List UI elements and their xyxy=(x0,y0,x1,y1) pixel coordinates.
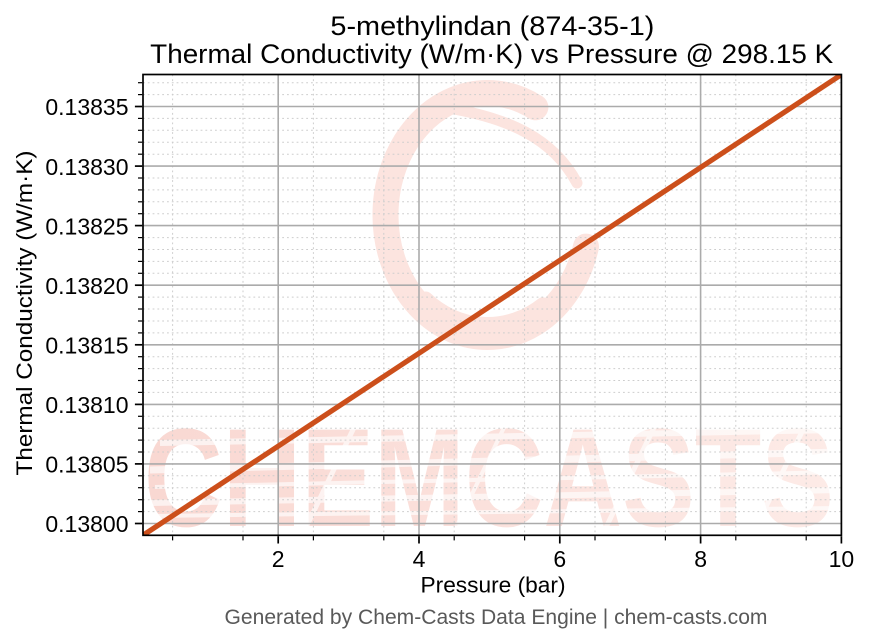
svg-text:CHEMCASTS: CHEMCASTS xyxy=(144,399,834,556)
svg-text:0.13835: 0.13835 xyxy=(45,94,128,120)
svg-text:0.13825: 0.13825 xyxy=(45,213,128,239)
svg-text:Pressure (bar): Pressure (bar) xyxy=(421,573,566,598)
svg-text:2: 2 xyxy=(272,546,285,572)
svg-text:0.13800: 0.13800 xyxy=(45,511,128,537)
svg-text:6: 6 xyxy=(553,546,566,572)
svg-text:10: 10 xyxy=(829,546,855,572)
svg-text:0.13830: 0.13830 xyxy=(45,154,128,180)
svg-text:8: 8 xyxy=(694,546,707,572)
svg-text:Thermal Conductivity (W/m·K): Thermal Conductivity (W/m·K) xyxy=(12,151,37,476)
svg-text:0.13810: 0.13810 xyxy=(45,392,128,418)
svg-text:0.13820: 0.13820 xyxy=(45,273,128,299)
svg-text:0.13815: 0.13815 xyxy=(45,333,128,359)
svg-text:Thermal Conductivity (W/m·K) v: Thermal Conductivity (W/m·K) vs Pressure… xyxy=(150,39,833,69)
svg-text:0.13805: 0.13805 xyxy=(45,452,128,478)
svg-text:Generated by Chem-Casts Data E: Generated by Chem-Casts Data Engine | ch… xyxy=(225,605,768,629)
svg-text:4: 4 xyxy=(413,546,426,572)
svg-text:5-methylindan (874-35-1): 5-methylindan (874-35-1) xyxy=(330,11,654,41)
